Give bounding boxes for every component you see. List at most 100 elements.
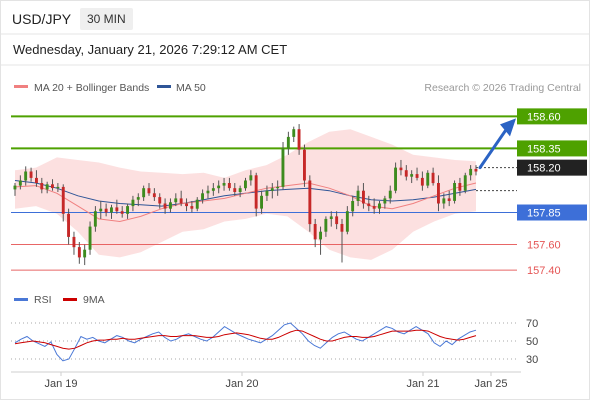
level-158-20-badge (517, 159, 587, 176)
projection-arrow-shaft (478, 126, 509, 170)
candle-body (329, 216, 333, 219)
candle-body (453, 183, 456, 201)
candle-body (244, 180, 247, 189)
candle-body (185, 203, 188, 207)
candle-body (158, 197, 162, 204)
candle-body (238, 188, 242, 192)
candle-body (120, 211, 124, 214)
candle-body (399, 167, 403, 171)
candle-body (447, 198, 451, 201)
candle-body (356, 190, 360, 201)
candle-body (276, 186, 280, 189)
datetime-label: Wednesday, January 21, 2026 7:29:12 AM C… (13, 42, 288, 57)
candle-body (169, 202, 172, 209)
copyright-text: Research © 2026 Trading Central (424, 82, 581, 94)
candle-body (206, 190, 210, 194)
candle-body (378, 203, 381, 209)
ma20-line (14, 182, 477, 223)
candle-body (13, 185, 17, 190)
candle-body (40, 183, 44, 190)
candle-body (18, 180, 22, 186)
candle-body (410, 174, 414, 177)
candlesticks (13, 124, 478, 266)
candle-body (77, 247, 81, 258)
level-157-60-label: 157.60 (527, 240, 561, 252)
candle-body (415, 174, 419, 178)
x-tick-label: Jan 20 (225, 378, 258, 390)
candle-body (265, 190, 269, 196)
candle-body (292, 129, 296, 137)
candle-body (281, 148, 285, 187)
candle-body (420, 177, 424, 186)
rsi-tick-70: 70 (526, 318, 538, 330)
candle-body (404, 170, 408, 177)
candle-body (195, 199, 199, 209)
candle-body (426, 172, 430, 186)
candle-body (233, 188, 237, 192)
candle-body (308, 180, 312, 225)
x-tick-label: Jan 25 (474, 378, 507, 390)
candle-body (35, 177, 38, 183)
candle-body (297, 129, 301, 150)
candle-body (163, 203, 167, 209)
level-158-20-label: 158.20 (527, 163, 561, 175)
level-157-85-badge (517, 204, 587, 221)
ma20-legend-label: MA 20 + Bollinger Bands (34, 82, 149, 94)
candle-body (383, 198, 387, 204)
candle-body (340, 224, 344, 232)
candle-body (56, 186, 60, 189)
candle-body (93, 211, 97, 227)
9ma-legend-swatch (63, 298, 77, 301)
candle-body (254, 175, 258, 209)
x-axis: Jan 19 Jan 20 Jan 21 Jan 25 (44, 372, 508, 390)
x-tick-label: Jan 19 (44, 378, 77, 390)
candle-body (115, 207, 119, 212)
candle-body (110, 207, 113, 213)
chart-overlay (478, 118, 516, 170)
candle-body (88, 226, 92, 250)
rsi-pane: 30 50 70 (11, 318, 538, 366)
candle-body (211, 188, 215, 191)
candle-body (345, 211, 349, 232)
candle-body (260, 195, 263, 209)
candle-body (286, 136, 290, 149)
candle-body (67, 213, 70, 237)
candle-body (174, 198, 178, 203)
candle-body (463, 175, 467, 191)
candle-body (431, 172, 435, 184)
candle-body (313, 224, 317, 240)
rsi-legend-label: RSI (34, 294, 52, 306)
candle-body (99, 208, 103, 212)
level-158-60-label: 158.60 (527, 111, 561, 123)
projection-arrow-head (500, 118, 516, 137)
candle-body (61, 186, 65, 214)
candle-body (351, 201, 355, 212)
candle-body (29, 171, 33, 178)
rsi-line (14, 322, 477, 362)
candle-body (24, 171, 28, 181)
candle-body (222, 183, 226, 186)
candle-body (126, 206, 129, 214)
ma50-legend-label: MA 50 (176, 82, 206, 94)
9ma-legend-label: 9MA (83, 294, 105, 306)
moving-averages (14, 180, 477, 223)
candle-body (201, 193, 204, 200)
ma20-legend-swatch (14, 85, 28, 88)
level-157-85-label: 157.85 (527, 208, 561, 220)
candle-body (136, 197, 140, 200)
candle-body (367, 203, 371, 207)
candle-body (388, 190, 392, 199)
ma50-legend-swatch (157, 85, 171, 88)
candle-body (83, 249, 87, 258)
candle-body (217, 185, 221, 189)
timeframe-badge[interactable]: 30 MIN (80, 8, 133, 30)
candle-body (469, 168, 473, 176)
candle-body (362, 190, 365, 204)
bollinger-bands (15, 129, 476, 260)
candle-body (442, 198, 446, 204)
candle-body (394, 167, 397, 191)
level-158-35-label: 158.35 (527, 143, 561, 155)
candle-body (437, 183, 440, 204)
